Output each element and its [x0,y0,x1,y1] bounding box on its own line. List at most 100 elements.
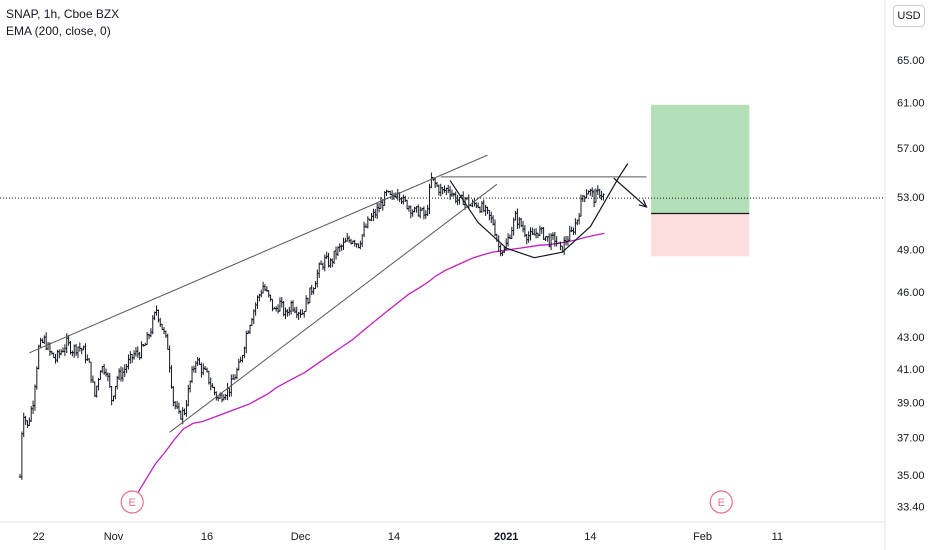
candle [370,212,373,222]
candle [213,386,216,396]
candle [572,227,575,236]
candle [63,344,67,356]
time-tick-label: 2021 [494,531,518,543]
candle [417,204,420,217]
price-tick-label: 61.00 [897,98,925,110]
time-tick-label: Dec [291,531,311,543]
candle [308,287,312,304]
candle [202,363,205,376]
candle [562,236,566,256]
candle [82,345,85,351]
candle [319,260,323,265]
candle [525,233,528,245]
time-axis[interactable]: 22 Nov 16 Dec 14 2021 14 Feb 11 [33,531,783,543]
candle [587,190,590,195]
candle [183,408,186,416]
candle [35,366,39,390]
chart-legend: SNAP, 1h, Cboe BZX EMA (200, close, 0) [6,6,119,40]
time-tick-label: 22 [33,531,45,543]
candle [93,381,96,398]
candle [340,244,343,251]
candle [441,187,444,195]
candle [102,363,106,375]
time-tick-label: 11 [772,531,783,543]
price-tick-label: 41.00 [897,364,925,376]
earnings-marker-icon: E [709,490,733,514]
earnings-marker-circle [120,490,144,514]
candle [78,342,82,352]
candle [252,309,255,325]
candle [484,204,487,216]
candle [379,197,383,210]
price-tick-label: 53.00 [897,192,925,204]
candle [598,188,601,199]
candle [390,190,394,200]
price-tick-label: 39.00 [897,397,925,409]
candle [147,333,151,340]
price-tick-label: 43.00 [897,332,925,344]
candle [303,310,306,318]
candle [170,365,173,389]
long-position-tool[interactable] [651,104,750,257]
lower-trendline [169,183,498,433]
time-tick-label: Nov [104,531,124,543]
candle [138,351,141,361]
candle [164,330,168,339]
candle [450,189,454,198]
candle [361,234,364,248]
price-tick-label: 49.00 [897,244,925,256]
candle [175,400,179,410]
candle [43,335,46,345]
candle [443,185,446,193]
candle [108,372,111,388]
currency-button[interactable]: USD [893,5,925,27]
candle [276,304,280,314]
price-tick-label: 35.00 [897,470,925,482]
candle [224,393,227,400]
candle [140,341,143,359]
candle [50,350,53,355]
indicator-title[interactable]: EMA (200, close, 0) [6,24,111,38]
candle [310,284,313,296]
candle [271,298,274,312]
price-tick-label: 65.00 [897,55,925,67]
earnings-marker-label: E [129,497,136,509]
candle [239,356,242,363]
earnings-marker-circle [709,490,733,514]
candle [46,341,50,351]
drawings[interactable] [29,154,648,433]
earnings-marker-label: E [718,497,725,509]
candle [564,235,568,246]
candle [490,211,493,223]
candle [188,380,192,393]
candle [52,352,55,359]
upper-trendline [29,154,488,354]
candle [407,205,411,212]
price-axis[interactable]: 65.00 61.00 57.00 53.00 49.00 46.00 43.00 41.00… [897,55,925,513]
candle [334,246,338,260]
time-tick-label: Feb [693,531,712,543]
candle [475,202,478,209]
candle [497,235,500,252]
candle [574,218,577,235]
candle [570,226,573,233]
candle [245,330,248,354]
candle [110,386,113,406]
price-tick-label: 57.00 [897,143,925,155]
candle [179,410,183,420]
candle [117,368,121,381]
candle [39,337,42,348]
candle [198,357,201,365]
candle [314,281,317,290]
symbol-title[interactable]: SNAP, 1h, Cboe BZX [6,7,120,21]
candle [104,368,108,377]
candle [200,362,203,378]
candle [134,346,138,357]
candle [106,372,110,382]
candle [172,385,175,407]
candle [74,344,78,356]
candle [26,420,29,428]
candle [316,269,319,288]
